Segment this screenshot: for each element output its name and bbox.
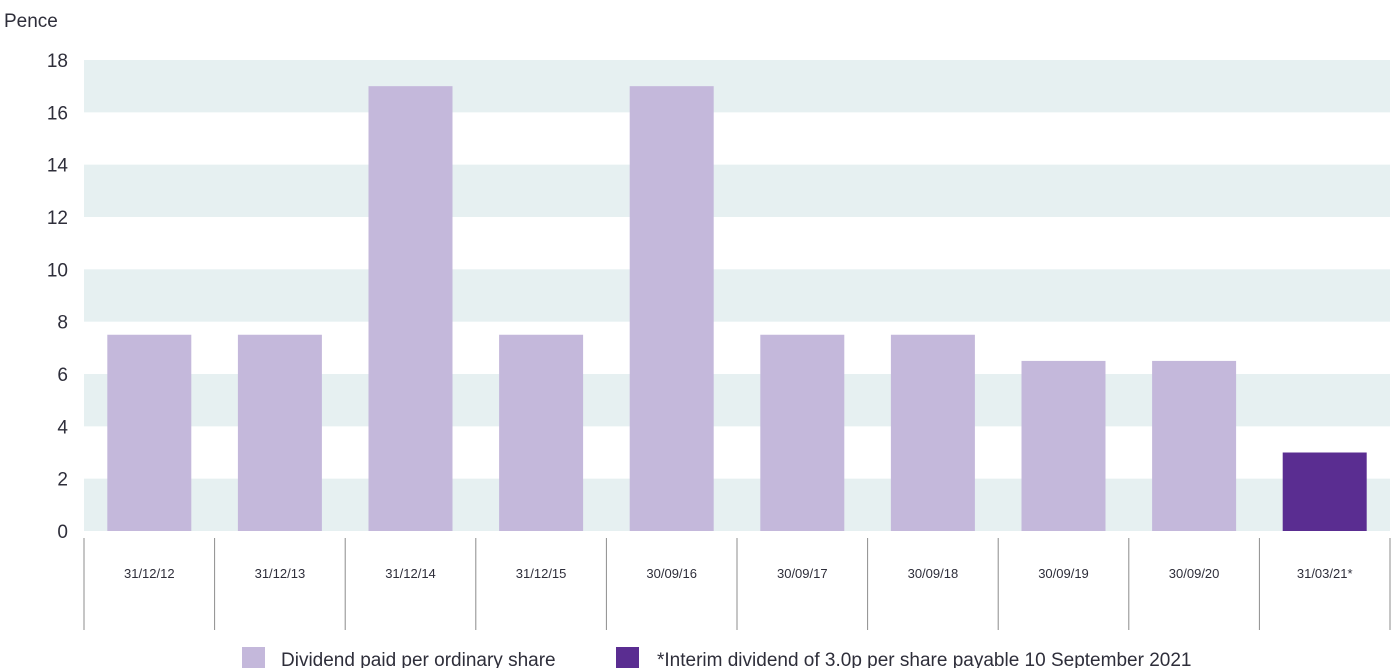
y-tick-label: 12	[47, 208, 68, 229]
bar	[499, 334, 584, 531]
grid-band	[84, 269, 1390, 322]
x-tick-label: 30/09/20	[1169, 566, 1220, 581]
bar	[237, 334, 322, 531]
y-tick-label: 18	[47, 51, 68, 72]
x-tick-label: 30/09/17	[777, 566, 828, 581]
y-tick-label: 16	[47, 103, 68, 124]
x-tick-label: 31/12/15	[516, 566, 567, 581]
bar	[1282, 452, 1367, 531]
legend-swatch-interim	[616, 647, 639, 668]
x-tick-label: 30/09/16	[646, 566, 697, 581]
bar	[890, 334, 975, 531]
x-tick-label: 31/12/12	[124, 566, 175, 581]
y-tick-label: 6	[57, 365, 68, 386]
y-tick-label: 10	[47, 260, 68, 281]
y-axis: 0 2 4 6 8 10 12 14 16 18	[47, 51, 69, 543]
bar	[368, 86, 453, 532]
x-tick-label: 31/12/13	[255, 566, 306, 581]
legend-label-dividend: Dividend paid per ordinary share	[281, 650, 556, 668]
bar	[1021, 360, 1106, 531]
y-tick-label: 4	[57, 417, 68, 438]
y-tick-label: 8	[57, 313, 68, 334]
bar	[1152, 360, 1237, 531]
legend: Dividend paid per ordinary share *Interi…	[242, 647, 1191, 668]
y-tick-label: 14	[47, 156, 69, 177]
legend-swatch-dividend	[242, 647, 265, 668]
y-tick-label: 0	[57, 522, 68, 543]
y-tick-label: 2	[57, 470, 68, 491]
x-tick-label: 31/12/14	[385, 566, 436, 581]
bar	[107, 334, 192, 531]
grid-band	[84, 164, 1390, 217]
bars	[107, 86, 1367, 532]
bar	[629, 86, 714, 532]
x-tick-label: 30/09/18	[908, 566, 959, 581]
y-axis-unit-label: Pence	[4, 11, 58, 32]
x-axis: 31/12/12 31/12/13 31/12/14 31/12/15 30/09/16…	[83, 538, 1391, 630]
bar	[760, 334, 845, 531]
x-tick-label: 31/03/21*	[1297, 566, 1353, 581]
legend-label-interim: *Interim dividend of 3.0p per share paya…	[657, 650, 1191, 668]
x-tick-label: 30/09/19	[1038, 566, 1089, 581]
grid-band	[84, 60, 1390, 113]
